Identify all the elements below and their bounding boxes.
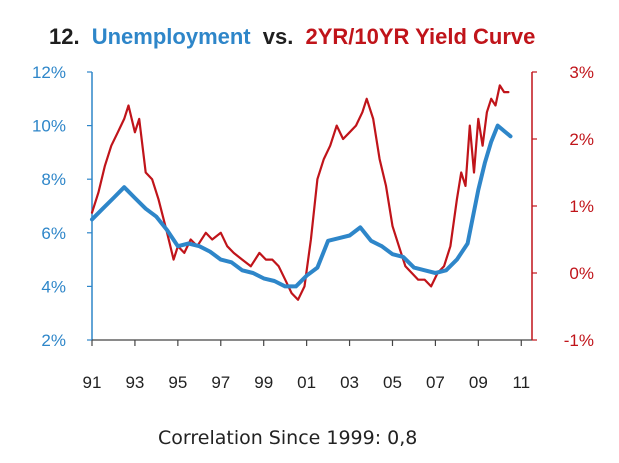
- x-tick-label: 93: [125, 373, 144, 392]
- left-tick-label: 8%: [41, 170, 66, 189]
- left-tick-label: 12%: [32, 63, 66, 82]
- title-joiner: vs.: [263, 24, 294, 49]
- left-tick-label: 2%: [41, 331, 66, 350]
- title-left-series: Unemployment: [92, 24, 252, 49]
- left-tick-label: 10%: [32, 117, 66, 136]
- x-tick-label: 09: [469, 373, 488, 392]
- right-tick-label: 0%: [569, 264, 594, 283]
- x-tick-label: 07: [426, 373, 445, 392]
- right-tick-label: -1%: [564, 331, 594, 350]
- x-tick-label: 91: [83, 373, 102, 392]
- x-tick-label: 97: [211, 373, 230, 392]
- x-tick-label: 05: [383, 373, 402, 392]
- chart-title: 12. Unemployment vs. 2YR/10YR Yield Curv…: [49, 24, 535, 49]
- x-axis-tick-labels: 91 93 95 97 99 01 03 05 07 09 11: [83, 373, 531, 392]
- x-tick-label: 01: [297, 373, 316, 392]
- left-tick-label: 4%: [41, 277, 66, 296]
- right-tick-label: 3%: [569, 63, 594, 82]
- series-line-unemployment: [90, 123, 513, 289]
- x-tick-label: 99: [254, 373, 273, 392]
- right-tick-label: 1%: [569, 197, 594, 216]
- series-line-yield-curve: [90, 84, 510, 301]
- title-number: 12.: [49, 24, 80, 49]
- x-axis-tick-marks: [91, 340, 522, 346]
- right-axis-tick-labels: 3% 2% 1% 0% -1%: [532, 63, 594, 350]
- x-tick-label: 03: [340, 373, 359, 392]
- title-right-series: 2YR/10YR Yield Curve: [305, 24, 535, 49]
- x-tick-label: 11: [512, 373, 530, 392]
- correlation-footnote: Correlation Since 1999: 0,8: [158, 427, 417, 449]
- right-tick-label: 2%: [569, 130, 594, 149]
- x-tick-label: 95: [168, 373, 187, 392]
- left-axis-tick-labels: 12% 10% 8% 6% 4% 2%: [32, 63, 92, 350]
- left-tick-label: 6%: [41, 224, 66, 243]
